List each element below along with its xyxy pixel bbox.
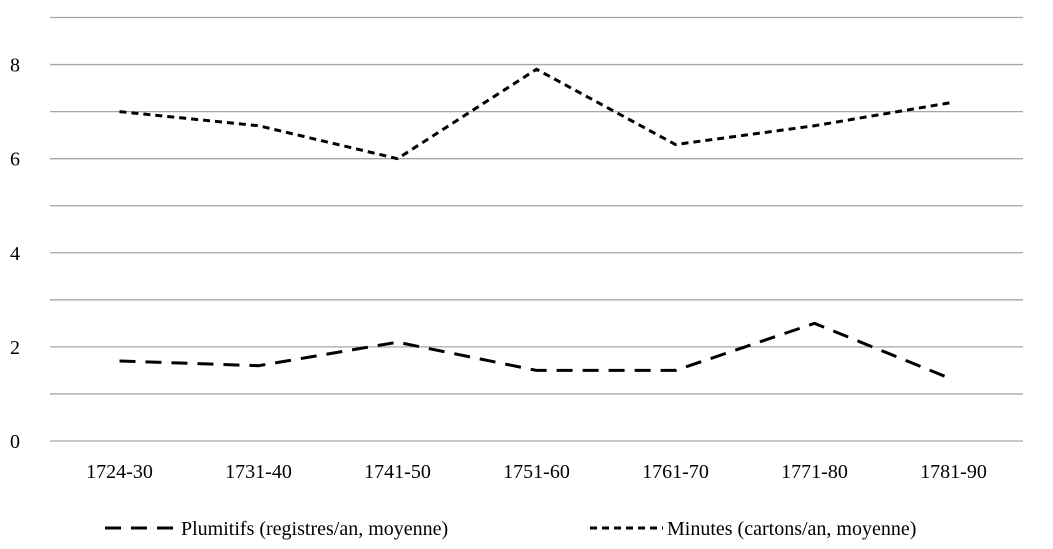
x-tick-label: 1771-80 bbox=[781, 461, 848, 483]
x-tick-label: 1731-40 bbox=[225, 461, 292, 483]
series-lines bbox=[119, 67, 955, 382]
y-axis-ticks: 0 2 4 6 8 bbox=[10, 55, 20, 453]
x-axis-ticks: 1724-30 1731-40 1741-50 1751-60 1761-70 1771-… bbox=[86, 461, 987, 483]
x-tick-label: 1724-30 bbox=[86, 461, 153, 483]
legend-label: Minutes (cartons/an, moyenne) bbox=[667, 518, 916, 540]
series-line-1 bbox=[119, 321, 955, 382]
x-tick-label: 1751-60 bbox=[503, 461, 570, 483]
series-line-2 bbox=[119, 67, 954, 161]
y-tick-label: 8 bbox=[10, 55, 20, 77]
legend-item-1: Plumitifs (registres/an, moyenne) bbox=[105, 518, 448, 540]
y-tick-label: 4 bbox=[10, 243, 20, 265]
x-tick-label: 1781-90 bbox=[920, 461, 987, 483]
y-tick-label: 6 bbox=[10, 149, 20, 171]
grid-lines bbox=[50, 16, 1023, 442]
legend-label: Plumitifs (registres/an, moyenne) bbox=[181, 518, 448, 540]
x-tick-label: 1761-70 bbox=[642, 461, 709, 483]
legend: Plumitifs (registres/an, moyenne) Minutes… bbox=[105, 518, 916, 540]
y-tick-label: 2 bbox=[10, 337, 20, 359]
legend-item-2: Minutes (cartons/an, moyenne) bbox=[590, 518, 916, 540]
y-tick-label: 0 bbox=[10, 431, 20, 453]
x-tick-label: 1741-50 bbox=[364, 461, 431, 483]
